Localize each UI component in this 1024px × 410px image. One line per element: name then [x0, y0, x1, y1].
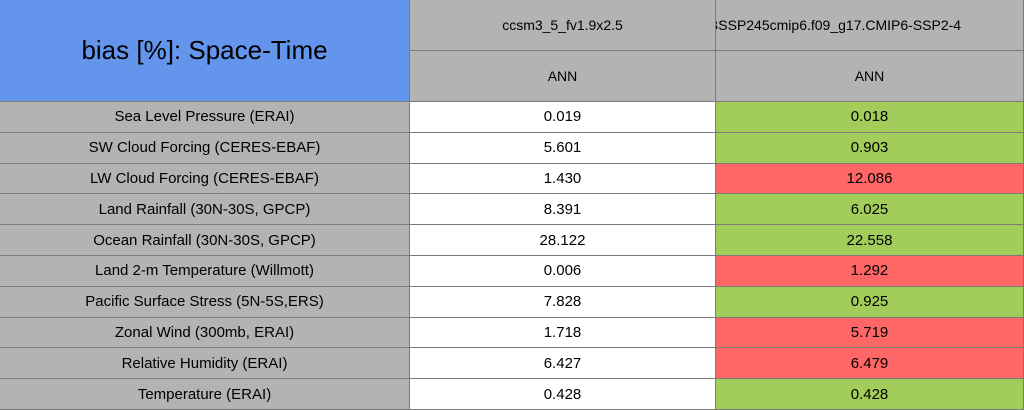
period-header: ANN: [716, 51, 1024, 102]
value-cell-text: 0.018: [850, 108, 889, 126]
row-label-text: Sea Level Pressure (ERAI): [114, 108, 295, 126]
value-cell: 0.018: [716, 102, 1024, 133]
column-header: b.e21.BSSP245cmip6.f09_g17.CMIP6-SSP2-4: [670, 0, 1024, 51]
row-label: Land Rainfall (30N-30S, GPCP): [0, 194, 410, 226]
row-label: SW Cloud Forcing (CERES-EBAF): [0, 132, 410, 164]
value-cell: 28.122: [410, 225, 716, 256]
value-cell: 0.006: [410, 256, 716, 287]
row-label-text: LW Cloud Forcing (CERES-EBAF): [90, 169, 319, 187]
row-label-text: Land Rainfall (30N-30S, GPCP): [98, 200, 311, 218]
row-label: Temperature (ERAI): [0, 379, 410, 410]
value-cell-text: 0.903: [850, 139, 889, 157]
row-label: Pacific Surface Stress (5N-5S,ERS): [0, 286, 410, 318]
column-header-text: ccsm3_5_fv1.9x2.5: [502, 17, 623, 33]
value-cell: 5.719: [716, 317, 1024, 349]
row-label-text: SW Cloud Forcing (CERES-EBAF): [88, 139, 321, 157]
value-cell-text: 22.558: [846, 231, 893, 249]
value-cell: 22.558: [716, 225, 1024, 256]
value-cell-text: 1.292: [850, 262, 889, 280]
value-cell-text: 6.427: [543, 354, 582, 372]
value-cell: 5.601: [410, 132, 716, 164]
value-cell: 1.430: [410, 163, 716, 195]
value-cell-text: 0.428: [850, 385, 889, 403]
value-cell: 6.479: [716, 348, 1024, 380]
row-label-text: Pacific Surface Stress (5N-5S,ERS): [85, 293, 324, 311]
period-header-text: ANN: [854, 68, 885, 84]
value-cell: 0.925: [716, 286, 1024, 318]
period-header-text: ANN: [547, 68, 578, 84]
row-label-text: Temperature (ERAI): [137, 385, 272, 403]
value-cell: 7.828: [410, 286, 716, 318]
value-cell-text: 1.718: [543, 323, 582, 341]
row-label-text: Zonal Wind (300mb, ERAI): [114, 323, 295, 341]
value-cell-text: 28.122: [539, 231, 586, 249]
value-cell-text: 0.428: [543, 385, 582, 403]
row-label: Relative Humidity (ERAI): [0, 348, 410, 380]
value-cell: 8.391: [410, 194, 716, 226]
row-label-text: Land 2-m Temperature (Willmott): [95, 262, 314, 280]
value-cell: 1.718: [410, 317, 716, 349]
value-cell: 12.086: [716, 163, 1024, 195]
value-cell: 0.903: [716, 132, 1024, 164]
value-cell-text: 5.601: [543, 139, 582, 157]
value-cell-text: 0.006: [543, 262, 582, 280]
period-header: ANN: [410, 51, 716, 102]
value-cell-text: 1.430: [543, 169, 582, 187]
row-label: Zonal Wind (300mb, ERAI): [0, 317, 410, 349]
row-label-text: Relative Humidity (ERAI): [121, 354, 288, 372]
title-cell: bias [%]: Space-Time: [0, 0, 410, 102]
row-label: LW Cloud Forcing (CERES-EBAF): [0, 163, 410, 195]
column-header-text: b.e21.BSSP245cmip6.f09_g17.CMIP6-SSP2-4: [670, 17, 962, 33]
value-cell-text: 0.925: [850, 293, 889, 311]
value-cell: 1.292: [716, 256, 1024, 287]
value-cell-text: 6.479: [850, 354, 889, 372]
row-label-text: Ocean Rainfall (30N-30S, GPCP): [93, 231, 316, 249]
value-cell-text: 12.086: [846, 169, 893, 187]
value-cell: 0.428: [716, 379, 1024, 410]
title-cell-text: bias [%]: Space-Time: [81, 35, 328, 65]
value-cell-text: 7.828: [543, 293, 582, 311]
value-cell: 0.428: [410, 379, 716, 410]
value-cell: 6.025: [716, 194, 1024, 226]
row-label: Sea Level Pressure (ERAI): [0, 102, 410, 133]
value-cell-text: 8.391: [543, 200, 582, 218]
value-cell: 6.427: [410, 348, 716, 380]
column-header: ccsm3_5_fv1.9x2.5: [410, 0, 716, 51]
row-label: Land 2-m Temperature (Willmott): [0, 256, 410, 287]
value-cell-text: 6.025: [850, 200, 889, 218]
row-label: Ocean Rainfall (30N-30S, GPCP): [0, 225, 410, 256]
value-cell-text: 5.719: [850, 323, 889, 341]
value-cell: 0.019: [410, 102, 716, 133]
value-cell-text: 0.019: [543, 108, 582, 126]
